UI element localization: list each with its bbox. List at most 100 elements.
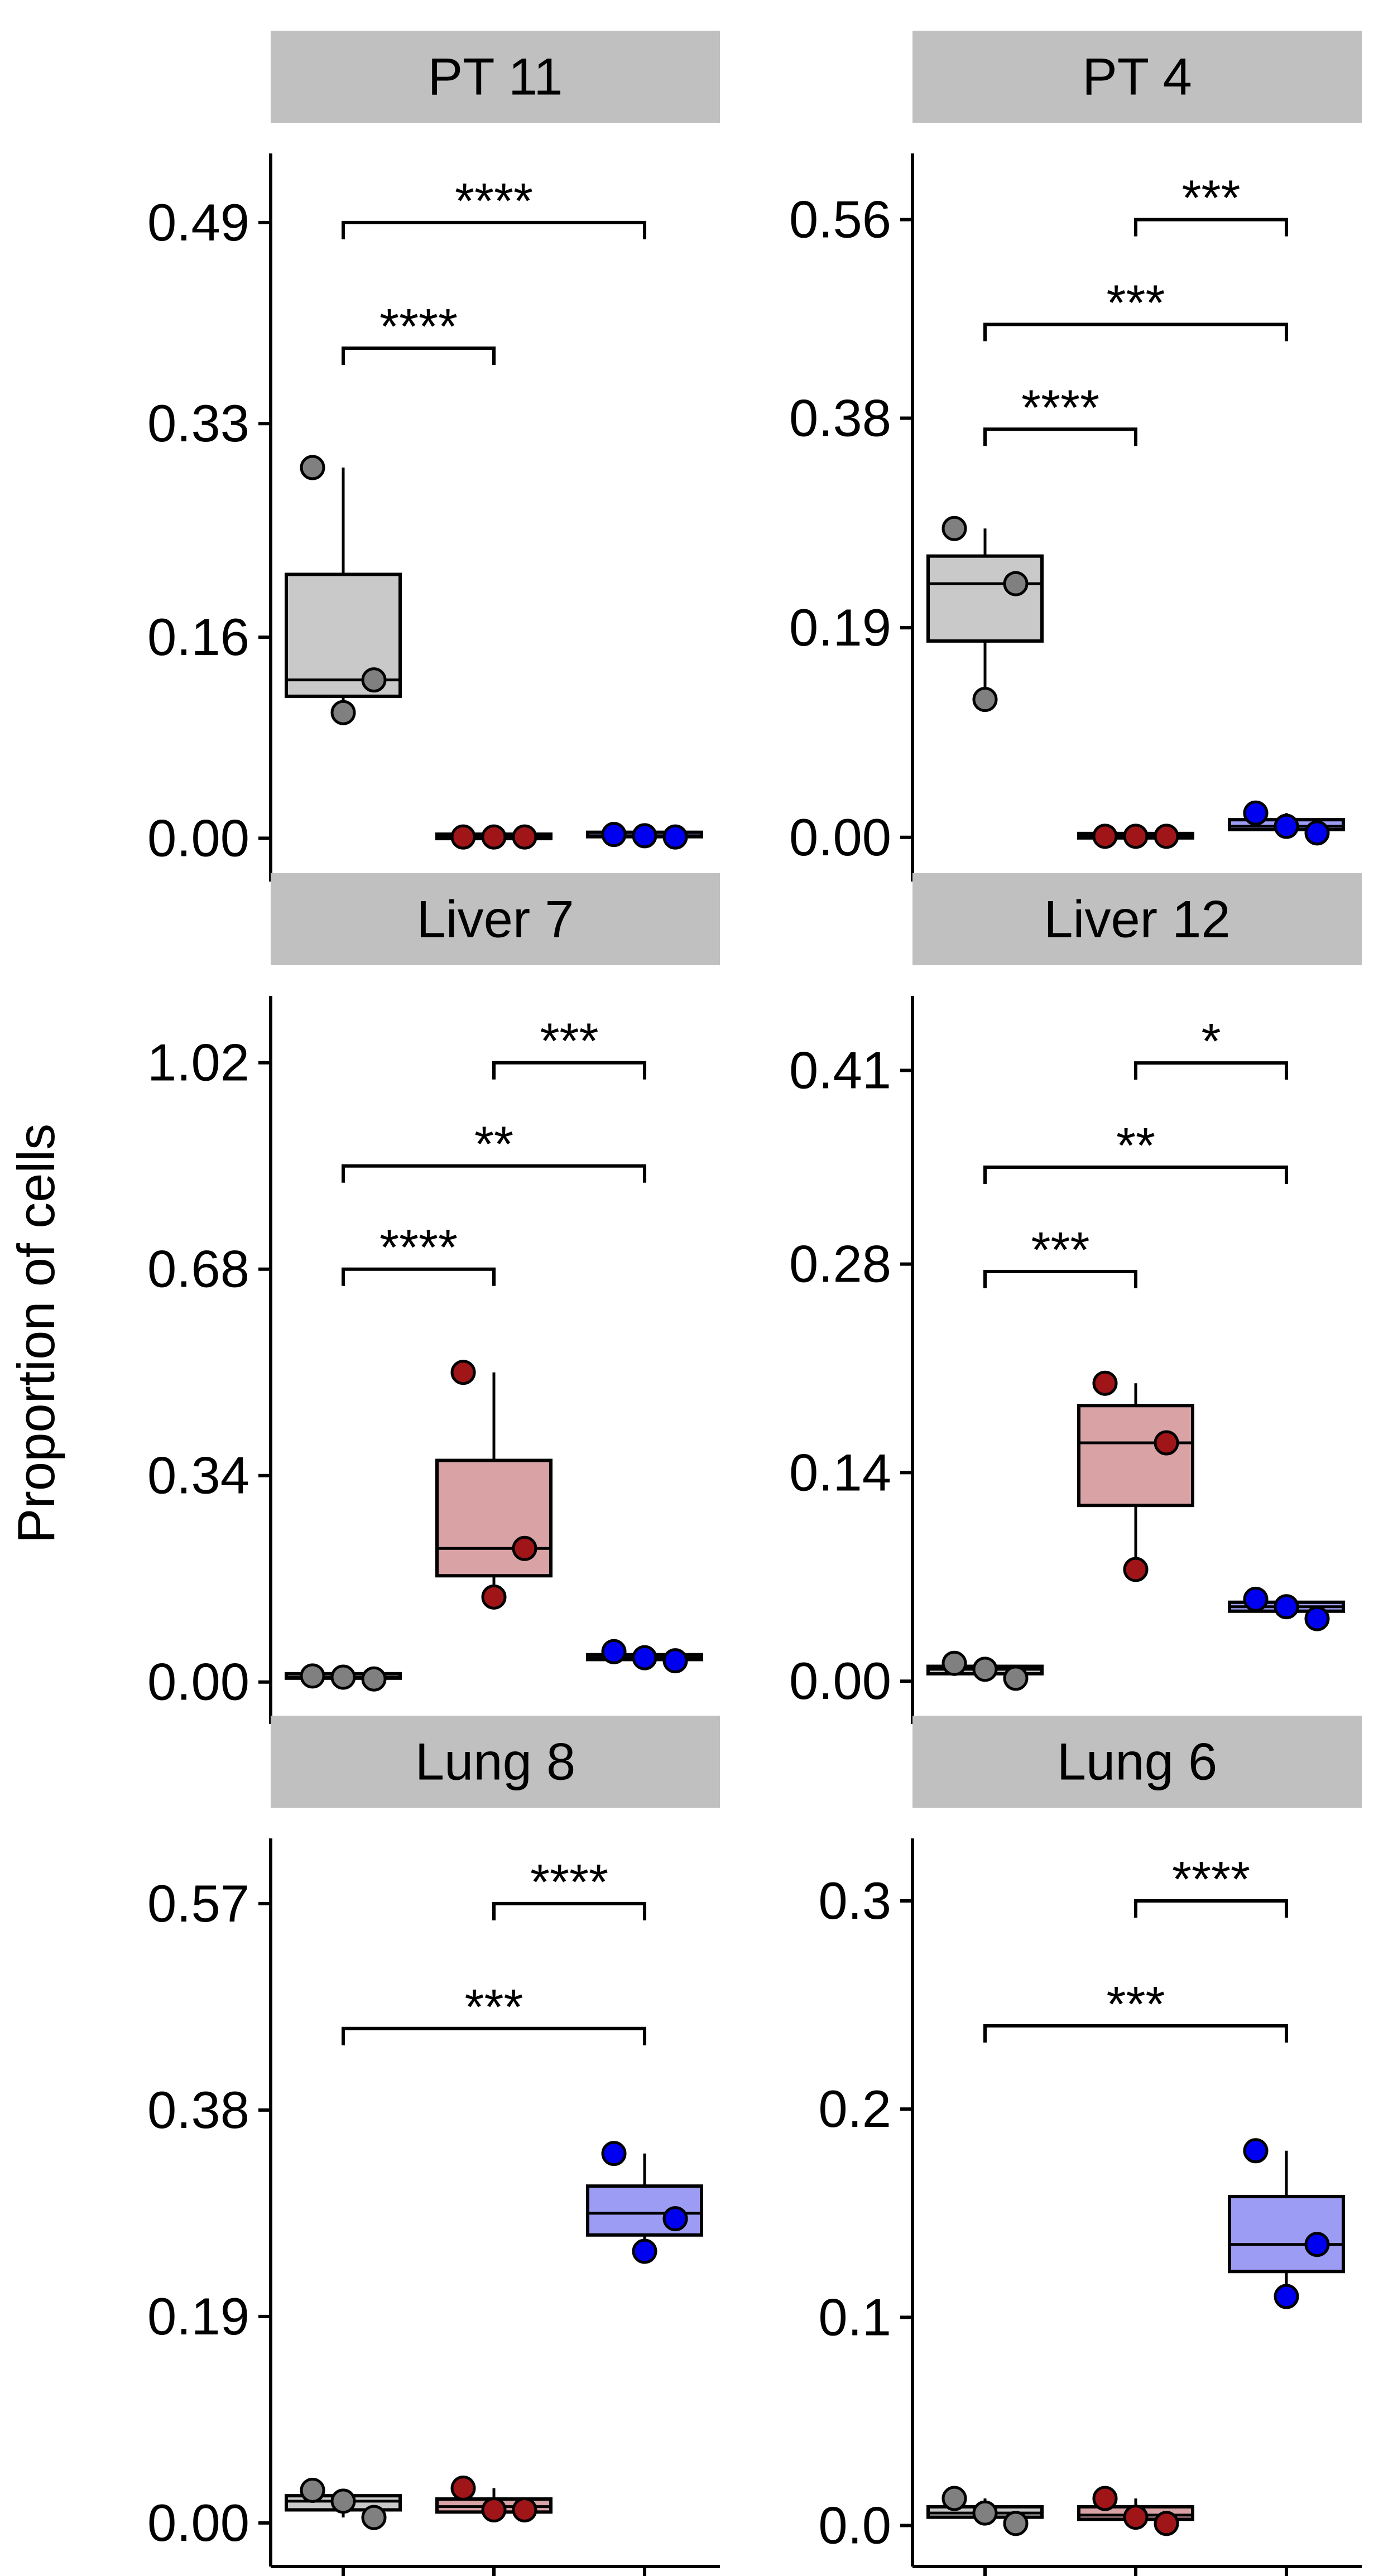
data-point bbox=[481, 1584, 507, 1610]
y-tick-label: 0.3 bbox=[818, 1871, 891, 1930]
data-point bbox=[1243, 2138, 1269, 2164]
y-tick-label: 0.19 bbox=[789, 598, 891, 657]
box-group-3 bbox=[1228, 2194, 1345, 2274]
significance-bracket bbox=[342, 2026, 646, 2045]
data-point bbox=[512, 824, 537, 850]
panel-liver-7: Liver 70.000.340.681.02********* bbox=[147, 873, 720, 1724]
y-tick-label: 0.41 bbox=[789, 1041, 891, 1100]
data-point bbox=[361, 2505, 387, 2530]
significance-label: *** bbox=[1106, 275, 1165, 331]
data-point bbox=[1154, 824, 1179, 849]
panel-strip bbox=[912, 873, 1362, 965]
panel-strip bbox=[271, 31, 720, 123]
panel-title: Liver 12 bbox=[1044, 890, 1230, 948]
y-tick-label: 0.33 bbox=[147, 394, 249, 452]
data-point bbox=[1154, 2511, 1179, 2536]
y-tick-label: 0.00 bbox=[789, 808, 891, 866]
data-point bbox=[450, 1360, 476, 1385]
data-point bbox=[972, 2500, 998, 2526]
y-tick-label: 0.38 bbox=[789, 389, 891, 447]
data-point bbox=[1123, 824, 1149, 849]
significance-label: ** bbox=[474, 1117, 513, 1173]
significance-bracket bbox=[983, 427, 1137, 446]
significance-label: **** bbox=[380, 299, 458, 355]
significance-label: **** bbox=[380, 1220, 458, 1276]
significance-label: **** bbox=[1172, 1852, 1250, 1908]
data-point bbox=[450, 2476, 476, 2501]
significance-bracket bbox=[1134, 218, 1288, 237]
significance-bracket bbox=[983, 1269, 1137, 1288]
data-point bbox=[662, 824, 688, 850]
significance-bracket bbox=[492, 1061, 646, 1080]
panel-strip bbox=[271, 873, 720, 965]
data-point bbox=[601, 822, 627, 848]
panel-strip bbox=[912, 31, 1362, 123]
data-point bbox=[1243, 800, 1269, 826]
data-point bbox=[330, 1664, 356, 1690]
data-point bbox=[1304, 820, 1330, 846]
box-group-2 bbox=[1077, 1404, 1194, 1508]
significance-label: **** bbox=[1021, 380, 1099, 436]
data-point bbox=[300, 2477, 325, 2503]
y-tick-label: 1.02 bbox=[147, 1033, 249, 1092]
data-point bbox=[1304, 2232, 1330, 2257]
data-point bbox=[942, 516, 967, 541]
data-point bbox=[1243, 1586, 1269, 1612]
y-tick-label: 0.49 bbox=[147, 193, 249, 252]
data-point bbox=[1274, 2284, 1299, 2309]
box-group-1 bbox=[926, 554, 1044, 643]
y-tick-label: 0.56 bbox=[789, 190, 891, 249]
y-tick-label: 0.38 bbox=[147, 2081, 249, 2139]
significance-label: **** bbox=[455, 174, 533, 229]
data-point bbox=[481, 2497, 507, 2522]
data-point bbox=[1003, 571, 1029, 596]
y-tick-label: 0.68 bbox=[147, 1240, 249, 1298]
panel-pt-11: PT 11 0.00 0.16 0.33 0.49 **** **** bbox=[147, 31, 720, 882]
data-point bbox=[942, 1650, 967, 1676]
panel-title: Lung 6 bbox=[1057, 1732, 1218, 1791]
y-tick-label: 0.28 bbox=[789, 1235, 891, 1293]
significance-bracket bbox=[342, 1267, 496, 1286]
significance-bracket bbox=[492, 1901, 646, 1920]
data-point bbox=[662, 2206, 688, 2232]
significance-bracket bbox=[342, 220, 646, 239]
y-tick-label: 0.00 bbox=[147, 808, 249, 867]
data-point bbox=[300, 455, 325, 480]
data-point bbox=[1154, 1430, 1179, 1456]
data-point bbox=[300, 1663, 325, 1689]
y-tick-label: 0.2 bbox=[818, 2079, 891, 2138]
data-point bbox=[512, 2497, 537, 2522]
data-point bbox=[1304, 1606, 1330, 1631]
y-tick-label: 0.00 bbox=[789, 1651, 891, 1710]
y-axis-label: Proportion of cells bbox=[7, 1124, 65, 1543]
panel-title: Lung 8 bbox=[415, 1732, 576, 1791]
significance-label: **** bbox=[530, 1855, 608, 1910]
data-point bbox=[450, 824, 476, 850]
significance-bracket bbox=[342, 1164, 646, 1183]
significance-label: *** bbox=[1106, 1977, 1165, 2033]
data-point bbox=[601, 2141, 627, 2166]
data-point bbox=[361, 667, 387, 693]
y-tick-label: 0.19 bbox=[147, 2287, 249, 2346]
y-tick-label: 0.0 bbox=[818, 2496, 891, 2555]
panel-strip bbox=[271, 1716, 720, 1808]
y-tick-label: 0.00 bbox=[147, 2493, 249, 2552]
panel-title: Liver 7 bbox=[416, 890, 574, 948]
y-tick-label: 0.1 bbox=[818, 2288, 891, 2346]
significance-bracket bbox=[983, 322, 1288, 341]
panel-liver-12: Liver 120.000.140.280.41****** bbox=[789, 873, 1362, 1724]
panel-strip bbox=[912, 1716, 1362, 1808]
data-point bbox=[361, 1666, 387, 1692]
data-point bbox=[481, 824, 507, 850]
data-point bbox=[972, 687, 998, 712]
y-tick-label: 0.34 bbox=[147, 1446, 249, 1505]
significance-label: ** bbox=[1116, 1118, 1155, 1174]
data-point bbox=[1123, 2505, 1149, 2530]
y-tick-label: 0.57 bbox=[147, 1874, 249, 1933]
significance-label: *** bbox=[1181, 171, 1240, 227]
data-point bbox=[632, 823, 657, 849]
box-group-2 bbox=[435, 1458, 553, 1578]
data-point bbox=[632, 2238, 657, 2264]
significance-bracket bbox=[1134, 1899, 1288, 1918]
